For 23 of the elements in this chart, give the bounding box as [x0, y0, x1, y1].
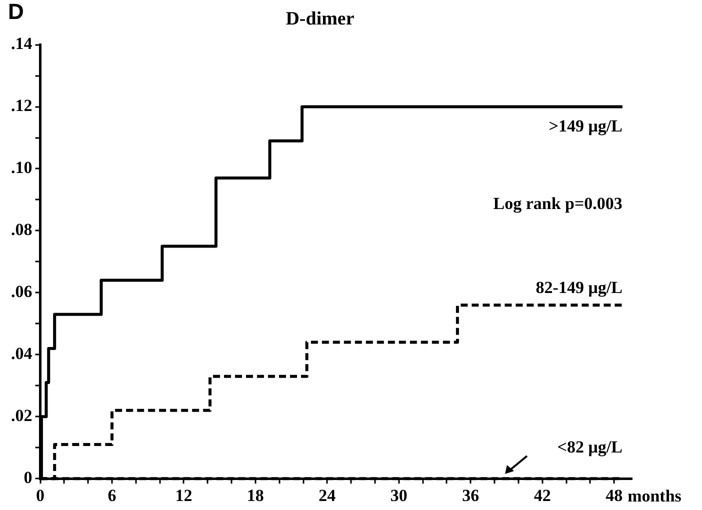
x-tick-label: 18	[246, 486, 264, 506]
text: D	[8, 0, 24, 24]
y-tick-label: .04	[11, 344, 33, 364]
y-tick-label: 0	[24, 468, 32, 487]
x-axis-title: months	[628, 486, 682, 506]
x-tick-label: 30	[390, 486, 408, 506]
y-tick-label: .14	[11, 34, 33, 54]
chart-title: D-dimer	[286, 8, 355, 30]
annotation: Log rank p=0.003	[493, 194, 622, 213]
y-tick-label: .12	[11, 96, 32, 116]
y-tick-label: .08	[11, 220, 32, 240]
x-tick-label: 48	[606, 486, 623, 506]
x-tick-label: 36	[462, 486, 480, 506]
x-tick-label: 24	[318, 486, 336, 506]
y-tick-label: .10	[11, 158, 32, 178]
x-tick-label: 6	[108, 486, 116, 506]
series-label: <82 μg/L	[557, 437, 622, 456]
x-tick-label: 42	[534, 486, 551, 506]
y-tick-label: .02	[11, 406, 32, 426]
series-label: 82-149 μg/L	[536, 278, 622, 297]
y-tick-label: .06	[11, 282, 32, 302]
x-tick-label: 12	[175, 486, 192, 506]
series-label: >149 μg/L	[548, 116, 622, 136]
